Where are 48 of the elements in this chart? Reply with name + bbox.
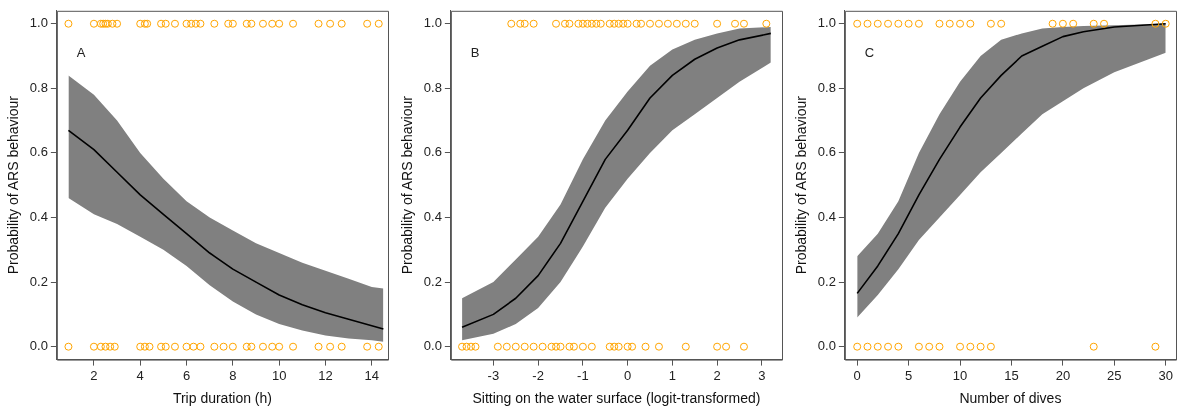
x-axis-title: Number of dives [959, 390, 1062, 407]
y-tick-label: 0.0 [817, 338, 836, 354]
x-tick-label: -2 [532, 367, 544, 383]
y-tick-label: 1.0 [29, 15, 48, 31]
x-tick-label: 2 [90, 367, 98, 383]
x-axis-title: Trip duration (h) [172, 390, 272, 407]
x-tick-label: 5 [905, 367, 913, 383]
x-tick-label: 10 [952, 367, 968, 383]
y-tick-label: 0.2 [817, 273, 836, 289]
x-tick-label: 3 [758, 367, 766, 383]
y-axis-title: Probability of ARS behaviour [5, 95, 22, 275]
y-tick-label: 0.8 [423, 79, 442, 95]
x-tick-label: 4 [136, 367, 144, 383]
x-tick-label: 12 [318, 367, 333, 383]
x-tick-label: 2 [713, 367, 721, 383]
y-tick-label: 0.6 [817, 144, 836, 160]
y-tick-label: 1.0 [817, 15, 836, 31]
annotation: C [864, 44, 875, 60]
x-tick-label: 10 [271, 367, 287, 383]
x-axis-title: Sitting on the water surface (logit-transformed) [472, 390, 761, 407]
y-tick-label: 0.6 [423, 144, 442, 160]
y-tick-label: 1.0 [423, 15, 442, 31]
y-tick-label: 0.6 [29, 144, 48, 160]
x-tick-label: 20 [1055, 367, 1071, 383]
x-tick-label: 30 [1158, 367, 1173, 383]
y-tick-label: 0.8 [817, 79, 836, 95]
x-tick-label: -3 [487, 367, 500, 383]
x-tick-label: 0 [624, 367, 632, 383]
x-tick-label: 1 [668, 367, 676, 383]
x-tick-label: 25 [1107, 367, 1122, 383]
y-axis-title: Probability of ARS behaviour [793, 95, 810, 275]
y-tick-label: 0.2 [29, 273, 48, 289]
annotation: B [470, 44, 480, 60]
y-tick-label: 0.2 [423, 273, 442, 289]
x-tick-label: -1 [577, 367, 589, 383]
y-tick-label: 0.8 [29, 79, 48, 95]
y-tick-label: 0.4 [29, 209, 48, 225]
y-tick-label: 0.0 [423, 338, 442, 354]
y-tick-label: 0.0 [29, 338, 48, 354]
x-tick-label: 15 [1004, 367, 1019, 383]
annotation: A [76, 44, 86, 60]
y-tick-label: 0.4 [423, 209, 442, 225]
x-tick-label: 6 [182, 367, 191, 383]
x-tick-label: 14 [364, 367, 380, 383]
y-tick-label: 0.4 [817, 209, 836, 225]
x-tick-label: 8 [229, 367, 237, 383]
y-axis-title: Probability of ARS behaviour [399, 95, 416, 275]
x-tick-label: 0 [853, 367, 861, 383]
